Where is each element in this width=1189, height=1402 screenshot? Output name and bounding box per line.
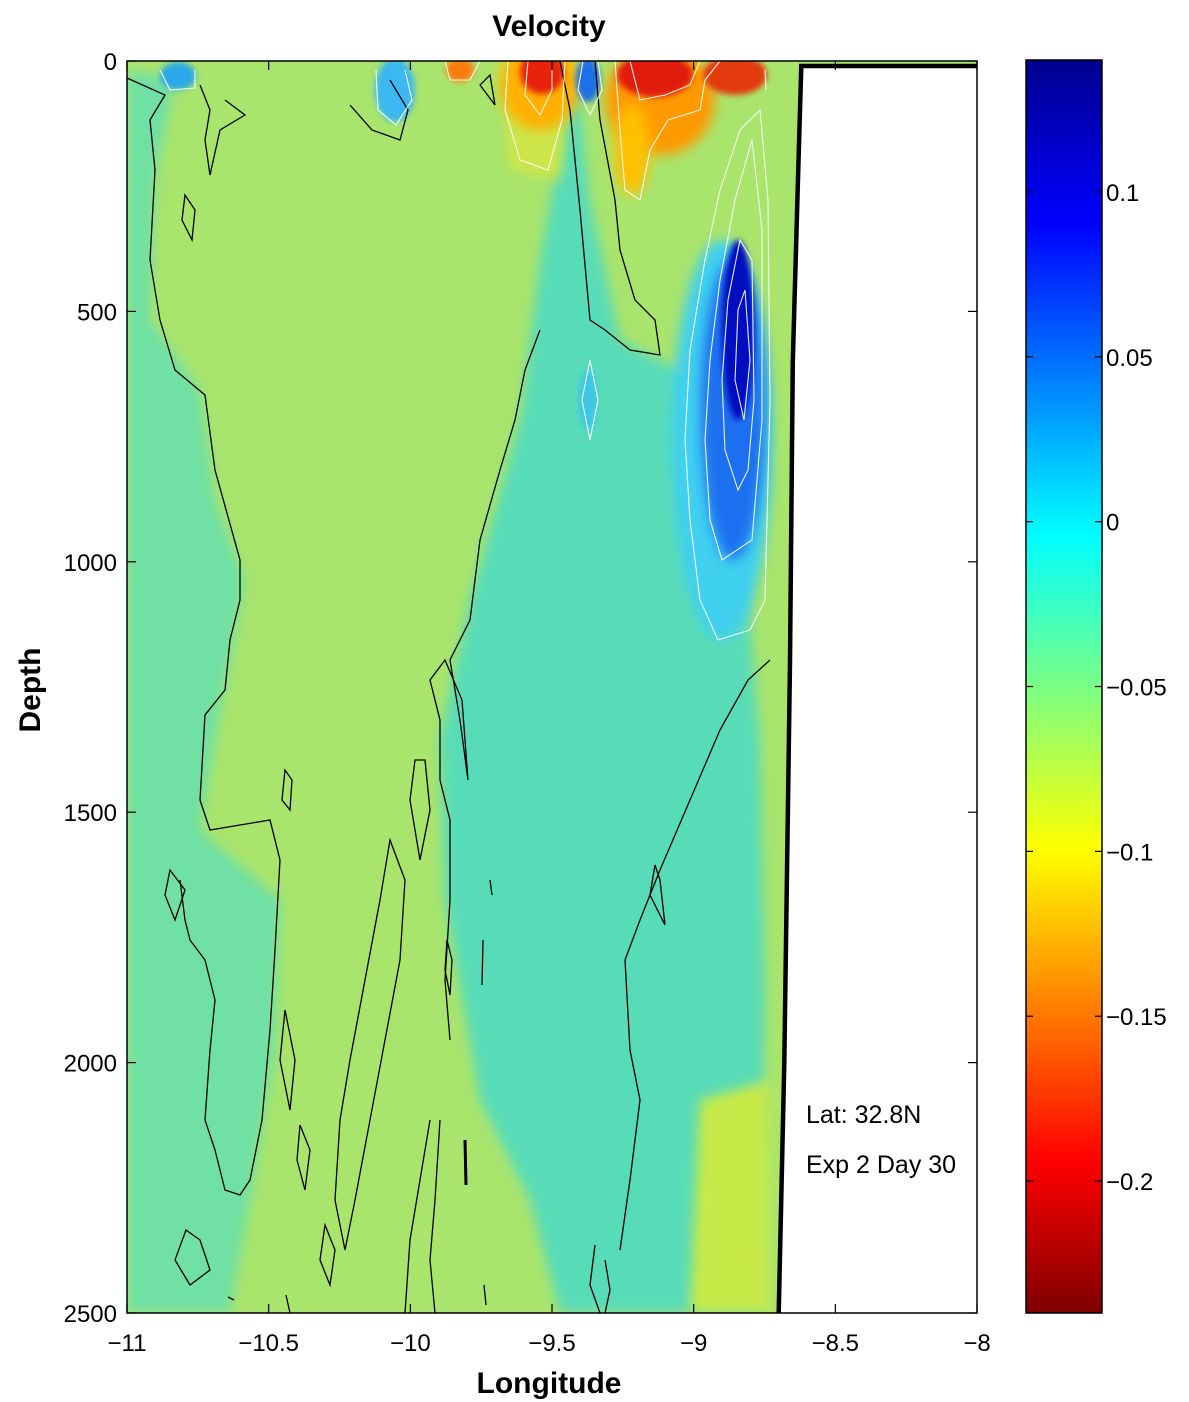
- positive-core-surface-a: [375, 61, 415, 122]
- contour-line: [181, 193, 196, 243]
- contour-line: [409, 759, 431, 861]
- x-tick-label: −10: [390, 1330, 431, 1357]
- colorbar-gradient: [1025, 59, 1103, 1314]
- chart-title: Velocity: [492, 10, 606, 43]
- colorbar-ticks: 0.1 0.05 0 −0.05 −0.1 −0.15 −0.2: [1026, 180, 1167, 1196]
- contour-line-heavy: [463, 1139, 468, 1186]
- negative-core-west-center: [520, 61, 564, 94]
- x-tick-label: −8.5: [812, 1330, 859, 1357]
- colorbar-tick-label: −0.2: [1106, 1169, 1153, 1196]
- colorbar-tick-label: −0.05: [1106, 675, 1167, 702]
- colorbar-tick-label: 0.05: [1106, 345, 1153, 372]
- negative-core-small: [446, 61, 474, 82]
- colorbar: 0.1 0.05 0 −0.05 −0.1 −0.15 −0.2: [1025, 59, 1167, 1314]
- contour-line: [444, 939, 453, 996]
- colorbar-tick-label: −0.1: [1106, 839, 1153, 866]
- contour-line: [199, 84, 247, 176]
- y-tick-label: 2000: [64, 1051, 117, 1078]
- y-tick-label: 500: [77, 299, 117, 326]
- contour-line: [164, 868, 186, 922]
- x-tick-label: −9.5: [528, 1330, 575, 1357]
- y-tick-label: 1500: [64, 800, 117, 827]
- black-contours: [127, 61, 771, 1313]
- negative-cores: [446, 61, 767, 195]
- contour-line: [334, 837, 406, 1251]
- positive-core-deep: [579, 370, 597, 430]
- contour-line: [319, 1222, 336, 1288]
- colorbar-tick-label: 0: [1106, 510, 1119, 537]
- contour-line: [227, 1296, 235, 1301]
- contour-line: [704, 139, 763, 561]
- contour-line: [159, 69, 196, 91]
- contour-line: [604, 1259, 611, 1313]
- positive-band: [127, 70, 280, 1313]
- y-tick-label: 2500: [64, 1301, 117, 1328]
- land-mask: [778, 66, 977, 1313]
- contour-line: [481, 939, 484, 986]
- positive-cores: [160, 61, 772, 640]
- colorbar-tick-label: 0.1: [1106, 180, 1139, 207]
- y-axis: 0 500 1000 1500 2000 2500: [64, 49, 977, 1328]
- contour-line: [721, 238, 755, 492]
- negative-core-mid-center: [617, 61, 693, 97]
- contour-line: [524, 61, 553, 117]
- y-tick-label: 1000: [64, 550, 117, 577]
- contour-line: [734, 289, 751, 421]
- contour-line: [281, 768, 293, 812]
- contour-line: [614, 61, 721, 201]
- colorbar-tick-label: −0.15: [1106, 1004, 1167, 1031]
- contour-line: [581, 359, 599, 441]
- x-axis-label: Longitude: [477, 1367, 622, 1400]
- land-boundary: [776, 63, 977, 1313]
- contour-line: [127, 77, 281, 1196]
- contour-line: [629, 61, 701, 101]
- contour-line: [479, 73, 496, 106]
- annotation-experiment: Exp 2 Day 30: [806, 1151, 956, 1179]
- x-axis: −11 −10.5 −10 −9.5 −9 −8.5 −8: [108, 61, 991, 1357]
- annotation-latitude: Lat: 32.8N: [806, 1101, 921, 1129]
- contour-line: [296, 1124, 311, 1191]
- negative-core-east-surface: [703, 61, 767, 95]
- x-tick-label: −9: [680, 1330, 707, 1357]
- contour-line: [684, 108, 771, 641]
- contour-line: [577, 61, 603, 117]
- contour-line: [559, 61, 661, 356]
- y-tick-label: 0: [104, 49, 117, 76]
- contour-line: [504, 61, 566, 171]
- x-tick-label: −10.5: [238, 1330, 299, 1357]
- contour-line: [404, 1119, 431, 1313]
- x-tick-label: −11: [108, 1330, 147, 1357]
- contour-line: [174, 1228, 211, 1286]
- contour-line: [589, 1244, 601, 1313]
- eastern-yellow-strip: [690, 1080, 770, 1313]
- x-tick-label: −8: [963, 1330, 990, 1357]
- plot-area: [127, 61, 977, 1313]
- contour-line: [649, 864, 666, 926]
- white-contours: [159, 61, 771, 641]
- contour-line: [483, 1284, 487, 1306]
- contour-line: [279, 1009, 296, 1111]
- contour-line: [764, 69, 767, 91]
- contour-line: [429, 329, 541, 1041]
- contour-line: [619, 659, 771, 1251]
- contour-line: [444, 61, 481, 81]
- contour-line: [375, 69, 413, 126]
- positive-core-surface-b: [576, 61, 600, 102]
- contour-line: [429, 1119, 441, 1313]
- positive-core-surface-c: [160, 62, 196, 90]
- contour-line: [489, 879, 493, 896]
- positive-core-slope-inner: [722, 240, 754, 420]
- contour-line: [285, 1294, 291, 1313]
- y-axis-label: Depth: [14, 648, 47, 733]
- contour-line: [349, 79, 409, 141]
